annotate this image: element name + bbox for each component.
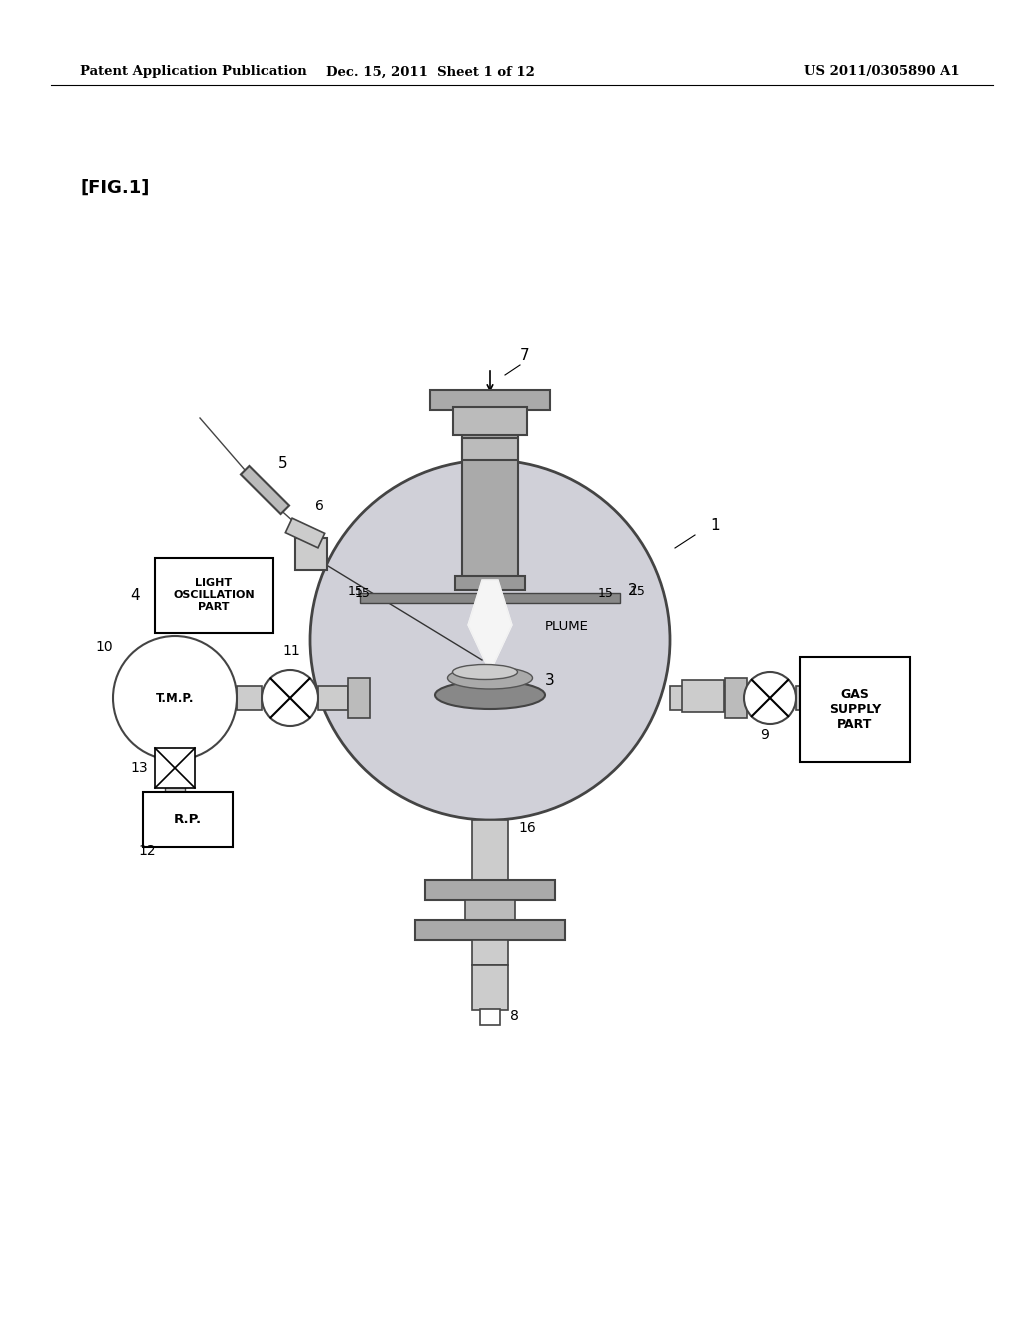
Text: 15: 15	[598, 587, 613, 601]
Bar	[318, 686, 348, 710]
Bar	[295, 539, 327, 570]
Bar	[155, 748, 195, 788]
Bar	[472, 820, 508, 880]
Text: 4: 4	[130, 587, 140, 603]
Text: OSCILLATION: OSCILLATION	[173, 590, 255, 601]
Text: 2: 2	[628, 583, 638, 598]
Bar	[453, 407, 527, 436]
Text: 5: 5	[278, 455, 288, 471]
Bar	[241, 466, 289, 513]
Text: [FIG.1]: [FIG.1]	[80, 180, 150, 197]
Bar	[155, 558, 273, 634]
Text: T.M.P.: T.M.P.	[156, 692, 195, 705]
Text: Dec. 15, 2011  Sheet 1 of 12: Dec. 15, 2011 Sheet 1 of 12	[326, 66, 535, 78]
Polygon shape	[468, 579, 512, 672]
Text: 13: 13	[130, 762, 147, 775]
Ellipse shape	[453, 664, 517, 680]
Bar	[455, 576, 525, 590]
Text: 1: 1	[710, 517, 720, 533]
Text: PLUME: PLUME	[545, 620, 589, 634]
Bar	[725, 678, 746, 718]
Text: 16: 16	[518, 821, 536, 836]
Bar	[360, 593, 620, 603]
Bar	[286, 519, 325, 548]
Text: 10: 10	[95, 640, 113, 653]
Text: 6: 6	[315, 499, 324, 513]
Text: 9: 9	[761, 729, 769, 742]
Bar	[480, 1008, 500, 1026]
Text: GAS: GAS	[841, 688, 869, 701]
Bar	[670, 686, 730, 710]
Bar	[472, 940, 508, 965]
Bar	[237, 686, 262, 710]
Text: PART: PART	[838, 718, 872, 731]
Text: 7: 7	[520, 348, 529, 363]
Polygon shape	[468, 579, 512, 672]
Ellipse shape	[447, 667, 532, 689]
Circle shape	[744, 672, 796, 723]
Bar	[348, 678, 370, 718]
Bar	[430, 389, 550, 411]
Bar	[143, 792, 233, 847]
Ellipse shape	[435, 681, 545, 709]
Circle shape	[262, 671, 318, 726]
Bar	[462, 438, 518, 459]
Text: 15: 15	[348, 585, 364, 598]
Text: SUPPLY: SUPPLY	[828, 704, 881, 715]
Bar	[415, 920, 565, 940]
Text: PART: PART	[199, 602, 229, 612]
Text: 15: 15	[630, 585, 646, 598]
Text: US 2011/0305890 A1: US 2011/0305890 A1	[805, 66, 961, 78]
Circle shape	[310, 459, 670, 820]
Text: 14: 14	[732, 689, 750, 704]
Text: 15: 15	[355, 587, 371, 601]
Bar	[682, 680, 724, 711]
Text: R.P.: R.P.	[174, 813, 202, 826]
Bar	[425, 880, 555, 900]
Bar	[462, 432, 518, 579]
Text: 8: 8	[510, 1008, 519, 1023]
Text: 11: 11	[282, 644, 300, 657]
Bar	[746, 686, 787, 710]
Text: LIGHT: LIGHT	[196, 578, 232, 589]
Bar	[796, 686, 816, 710]
Circle shape	[113, 636, 237, 760]
Bar	[165, 760, 185, 792]
Text: Patent Application Publication: Patent Application Publication	[80, 66, 307, 78]
Bar	[472, 965, 508, 1010]
Text: 12: 12	[138, 843, 156, 858]
Bar	[465, 900, 515, 920]
Bar	[800, 657, 910, 762]
Text: 3: 3	[545, 673, 555, 688]
